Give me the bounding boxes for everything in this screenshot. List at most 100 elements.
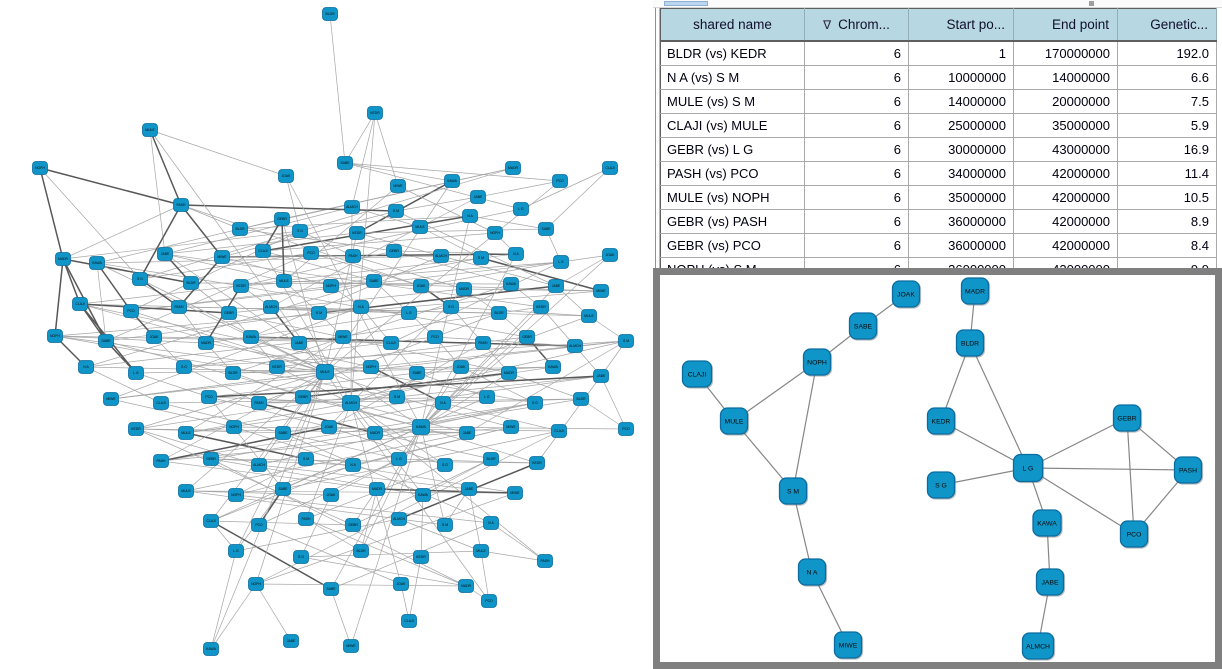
network-edge[interactable]	[442, 402, 560, 432]
table-row[interactable]: GEBR (vs) PASH 6 36000000 42000000 8.9	[660, 209, 1217, 234]
network-edge[interactable]	[235, 518, 400, 552]
cell-value[interactable]: 192.0	[1117, 41, 1217, 66]
network-edge[interactable]	[139, 278, 326, 373]
network-node[interactable]: KEDR	[269, 360, 285, 374]
network-node[interactable]: MIWE	[503, 420, 519, 434]
network-node[interactable]: NOPH	[323, 279, 339, 293]
network-node[interactable]: PASH	[298, 512, 314, 526]
table-row[interactable]: GEBR (vs) PCO 6 36000000 42000000 8.4	[660, 233, 1217, 258]
network-edge[interactable]	[422, 458, 492, 496]
network-edge[interactable]	[85, 366, 162, 404]
network-edge[interactable]	[299, 230, 354, 257]
network-edge[interactable]	[105, 340, 422, 428]
network-node[interactable]: CLAJI	[203, 514, 219, 528]
network-node[interactable]: ALMCH	[567, 339, 583, 353]
network-edge[interactable]	[160, 426, 330, 462]
network-edge[interactable]	[545, 167, 611, 230]
network-node[interactable]: KAWA	[203, 642, 219, 656]
network-edge[interactable]	[255, 371, 326, 585]
network-edge[interactable]	[160, 460, 378, 490]
network-edge[interactable]	[239, 228, 395, 252]
network-node[interactable]: KEDR	[926, 407, 956, 435]
network-edge[interactable]	[330, 522, 492, 590]
network-edge[interactable]	[283, 280, 422, 287]
network-edge[interactable]	[408, 556, 422, 622]
network-node[interactable]: JABE	[459, 426, 475, 440]
network-edge[interactable]	[235, 458, 307, 496]
network-edge[interactable]	[555, 254, 611, 287]
network-edge[interactable]	[149, 129, 166, 255]
network-node[interactable]: S M	[778, 477, 808, 505]
network-node[interactable]: PASH	[153, 454, 169, 468]
network-node[interactable]: S G	[437, 458, 453, 472]
network-edge[interactable]	[420, 215, 471, 428]
network-node[interactable]: ALMCH	[251, 458, 267, 472]
network-node[interactable]: L G	[1012, 453, 1044, 483]
network-edge[interactable]	[185, 402, 352, 434]
network-node[interactable]: S G	[132, 272, 148, 286]
column-header-shared-name[interactable]: shared name	[660, 8, 805, 42]
cell-value[interactable]: 7.5	[1117, 89, 1217, 114]
network-edge[interactable]	[300, 556, 467, 587]
network-node[interactable]: GEBR	[1112, 404, 1142, 432]
network-edge[interactable]	[283, 185, 399, 282]
network-edge[interactable]	[39, 167, 64, 260]
network-node[interactable]: JOAK	[321, 420, 337, 434]
network-node[interactable]: MIWE	[833, 631, 863, 659]
table-row[interactable]: BLDR (vs) KEDR 6 1 170000000 192.0	[660, 41, 1217, 66]
network-node[interactable]: CLAJI	[72, 297, 88, 311]
cell-value[interactable]: 42000000	[1013, 209, 1118, 234]
network-edge[interactable]	[258, 426, 422, 466]
network-node[interactable]: MULE	[142, 123, 158, 137]
network-node[interactable]: MIWE	[335, 330, 351, 344]
network-node[interactable]: JABE	[291, 336, 307, 350]
cell-value[interactable]: 5.9	[1117, 113, 1217, 138]
network-node[interactable]: S M	[437, 518, 453, 532]
network-edge[interactable]	[352, 426, 512, 466]
network-edge[interactable]	[350, 402, 468, 434]
network-node[interactable]: MADR	[501, 366, 517, 380]
network-edge[interactable]	[792, 361, 818, 492]
network-edge[interactable]	[330, 257, 482, 287]
network-node[interactable]: JOAK	[891, 280, 921, 308]
network-edge[interactable]	[210, 550, 237, 650]
network-edge[interactable]	[460, 366, 536, 404]
network-node[interactable]: PASH	[537, 554, 553, 568]
network-node[interactable]: ALMCH	[263, 300, 279, 314]
network-node[interactable]: L G	[128, 366, 144, 380]
network-node[interactable]: CLAJI	[602, 161, 618, 175]
network-node[interactable]: KAWA	[412, 419, 430, 435]
network-node[interactable]: MADR	[55, 252, 71, 266]
network-edge[interactable]	[85, 366, 326, 373]
network-edge[interactable]	[281, 167, 514, 220]
network-edge[interactable]	[258, 371, 326, 466]
network-node[interactable]: S G	[926, 471, 956, 499]
network-node[interactable]: S G	[176, 360, 192, 374]
cell-shared-name[interactable]: MULE (vs) S M	[660, 89, 805, 114]
network-edge[interactable]	[1126, 417, 1135, 535]
network-node[interactable]: NOPH	[248, 577, 264, 591]
network-edge[interactable]	[160, 402, 536, 462]
network-edge[interactable]	[480, 550, 546, 562]
network-node[interactable]: JABE	[1035, 568, 1065, 596]
network-edge[interactable]	[420, 402, 536, 428]
network-edge[interactable]	[440, 255, 557, 287]
network-edge[interactable]	[185, 432, 307, 460]
network-node[interactable]: MIWE	[214, 250, 230, 264]
network-node[interactable]: NOPH	[363, 360, 379, 374]
network-edge[interactable]	[232, 283, 512, 374]
network-node[interactable]: MADR	[505, 161, 521, 175]
network-edge[interactable]	[54, 335, 207, 344]
network-node[interactable]: SABE	[409, 366, 425, 380]
network-edge[interactable]	[185, 490, 332, 496]
network-node[interactable]: MULE	[178, 484, 194, 498]
network-edge[interactable]	[149, 129, 182, 206]
network-node[interactable]: SABE	[538, 222, 554, 236]
network-edge[interactable]	[420, 254, 611, 428]
network-edge[interactable]	[480, 550, 490, 602]
cell-value[interactable]: 36000000	[908, 233, 1014, 258]
network-edge[interactable]	[270, 226, 421, 308]
network-edge[interactable]	[434, 336, 576, 347]
network-node[interactable]: JABE	[461, 482, 477, 496]
network-node[interactable]: JABE	[157, 247, 173, 261]
